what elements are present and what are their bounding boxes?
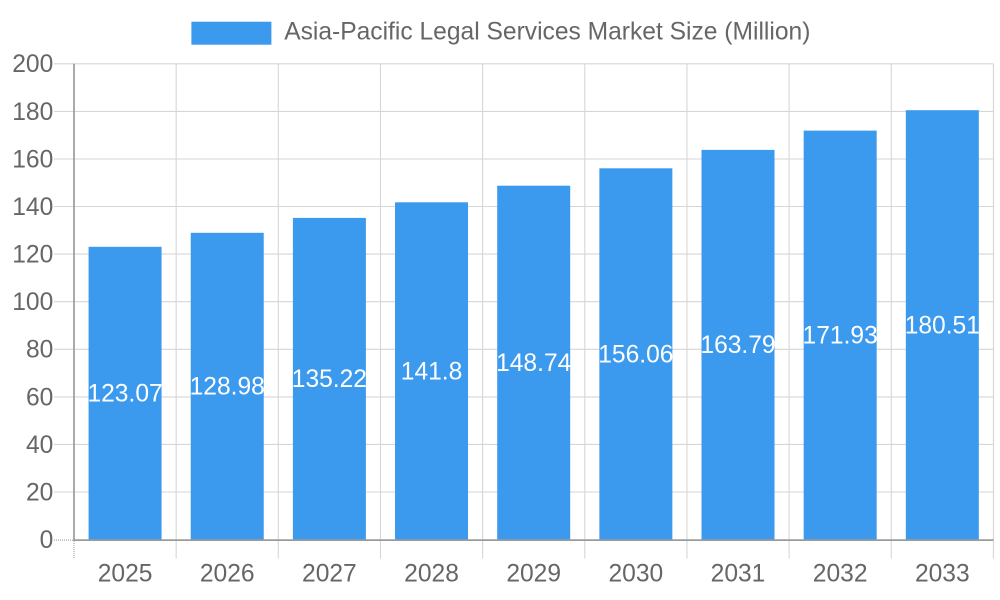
svg-text:171.93: 171.93: [803, 323, 878, 350]
svg-text:135.22: 135.22: [292, 366, 367, 393]
svg-text:2028: 2028: [404, 561, 459, 588]
svg-text:100: 100: [12, 289, 53, 316]
svg-text:2031: 2031: [711, 561, 766, 588]
svg-text:0: 0: [40, 527, 54, 554]
svg-text:180: 180: [12, 99, 53, 126]
svg-text:Asia-Pacific Legal Services Ma: Asia-Pacific Legal Services Market Size …: [284, 19, 810, 46]
svg-text:200: 200: [12, 51, 53, 78]
svg-text:163.79: 163.79: [700, 332, 775, 359]
svg-text:120: 120: [12, 242, 53, 269]
svg-text:2029: 2029: [506, 561, 561, 588]
svg-text:140: 140: [12, 194, 53, 221]
svg-text:2030: 2030: [609, 561, 664, 588]
svg-text:123.07: 123.07: [87, 381, 162, 408]
svg-text:2032: 2032: [813, 561, 868, 588]
svg-text:80: 80: [26, 337, 53, 364]
svg-text:148.74: 148.74: [496, 350, 571, 377]
svg-text:2026: 2026: [200, 561, 255, 588]
svg-text:2025: 2025: [98, 561, 153, 588]
svg-text:180.51: 180.51: [905, 312, 980, 339]
svg-text:141.8: 141.8: [401, 358, 463, 385]
svg-text:40: 40: [26, 432, 53, 459]
svg-text:2027: 2027: [302, 561, 357, 588]
svg-text:156.06: 156.06: [598, 341, 673, 368]
svg-text:128.98: 128.98: [190, 374, 265, 401]
svg-text:160: 160: [12, 146, 53, 173]
svg-text:2033: 2033: [915, 561, 970, 588]
svg-text:20: 20: [26, 479, 53, 506]
svg-text:60: 60: [26, 384, 53, 411]
